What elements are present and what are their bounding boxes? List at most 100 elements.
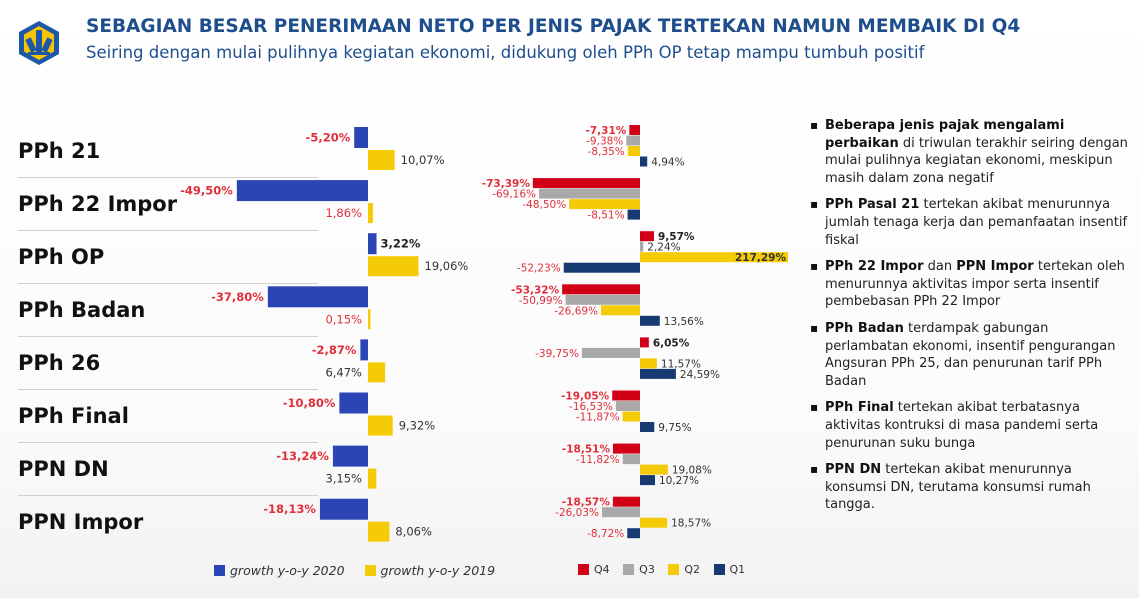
bar-2019: [368, 468, 377, 489]
legend-swatch: [364, 565, 376, 576]
data-label: 10,07%: [401, 153, 445, 167]
note-text: tertekan akibat menurunnya konsumsi DN, …: [825, 462, 1091, 513]
data-label: -16,53%: [569, 401, 613, 413]
note-text: tertekan oleh menurunnya aktivitas impor…: [825, 259, 1125, 310]
category-label: PPh Badan: [18, 284, 318, 337]
bar-q1: [640, 315, 660, 326]
legend-swatch: [214, 565, 225, 576]
category-label: PPh OP: [18, 231, 318, 284]
data-label: -53,32%: [511, 284, 560, 296]
bar-q1: [640, 156, 648, 167]
data-label: -73,39%: [482, 178, 531, 190]
legend-item-q2: Q2: [668, 563, 700, 576]
legend-label: Q4: [594, 563, 610, 576]
legend-label: Q3: [639, 563, 655, 576]
bar-2019: [368, 521, 390, 542]
annual-growth-chart: -5,20% 10,07% -49,50% 1,86% 3,22% 19,06% -37,8…: [180, 127, 469, 542]
bar-2020: [360, 339, 368, 361]
note-text: tertekan akibat terbatasnya aktivitas ko…: [825, 400, 1099, 451]
note-text: dan: [923, 259, 957, 275]
bar-q1: [640, 475, 655, 486]
bar-q3: [626, 135, 640, 146]
bar-2020: [332, 445, 368, 467]
data-label: -10,80%: [283, 396, 336, 410]
bar-q4: [562, 284, 640, 295]
data-label: 3,15%: [325, 472, 362, 486]
bar-q3: [581, 347, 640, 358]
data-label: -50,99%: [519, 295, 563, 307]
note-highlight: PPN DN: [825, 462, 882, 478]
data-label: -2,87%: [312, 343, 357, 357]
bar-q2: [622, 411, 640, 422]
data-label: -7,31%: [586, 125, 627, 137]
note-item: PPh 22 Impor dan PPN Impor tertekan oleh…: [810, 258, 1132, 311]
data-label: -49,50%: [180, 184, 233, 198]
data-label: 3,22%: [381, 237, 421, 251]
bar-q3: [640, 241, 644, 252]
note-item: PPh Badan terdampak gabungan perlambatan…: [810, 320, 1132, 390]
bar-q1: [563, 262, 640, 273]
data-label: 11,57%: [661, 358, 701, 370]
note-item: PPh Final tertekan akibat terbatasnya ak…: [810, 399, 1132, 452]
legend-swatch: [668, 564, 680, 575]
bar-q4: [629, 125, 640, 135]
data-label: -18,51%: [562, 444, 611, 456]
data-label: 9,75%: [658, 422, 691, 434]
bar-q3: [539, 188, 640, 199]
data-label: -18,57%: [562, 497, 611, 509]
data-label: 2,24%: [647, 242, 680, 254]
data-label: -26,03%: [555, 507, 599, 519]
notes-list: Beberapa jenis pajak mengalami perbaikan…: [810, 117, 1132, 523]
category-label: PPh 26: [18, 337, 318, 390]
data-label: -11,82%: [576, 454, 620, 466]
data-label: 1,86%: [325, 206, 362, 220]
bar-q4: [612, 496, 640, 507]
data-label: -69,16%: [492, 189, 536, 201]
bar-2020: [354, 127, 368, 148]
note-highlight: PPh Pasal 21: [825, 197, 920, 213]
bar-q2: [640, 252, 788, 263]
legend-label: Q2: [684, 563, 701, 576]
note-highlight: PPh Final: [825, 400, 894, 416]
quarterly-growth-chart: -7,31%-9,38%-8,35% 4,94% -73,39%-69,16%-48…: [482, 125, 788, 540]
note-highlight: Beberapa jenis pajak mengalami perbaikan: [825, 118, 1065, 151]
data-label: 9,57%: [658, 231, 695, 243]
data-label: 24,59%: [680, 369, 720, 381]
data-label: 0,15%: [325, 312, 362, 326]
data-label: 19,06%: [425, 259, 469, 273]
quarterly-chart-legend: Q4 Q3 Q2 Q1: [578, 563, 755, 578]
bar-2020: [236, 180, 368, 202]
bar-q2: [640, 464, 668, 475]
bar-q2: [569, 199, 640, 210]
bar-q1: [640, 422, 655, 432]
data-label: 4,94%: [651, 157, 684, 169]
bar-q4: [640, 337, 649, 348]
bar-q1: [627, 209, 640, 220]
legend-swatch: [623, 564, 635, 575]
legend-swatch: [713, 564, 725, 575]
note-highlight: PPh Badan: [825, 320, 904, 336]
legend-item-2020: growth y-o-y 2020: [214, 563, 345, 578]
bar-q2: [640, 358, 657, 369]
legend-item-q3: Q3: [623, 563, 655, 576]
category-label: PPh 22 Impor: [18, 178, 318, 231]
data-label: 9,32%: [399, 419, 436, 433]
legend-label: growth y-o-y 2019: [380, 563, 496, 578]
note-item: PPN DN tertekan akibat menurunnya konsum…: [810, 461, 1132, 514]
bar-2019: [368, 309, 371, 330]
annual-chart-legend: growth y-o-y 2020 growth y-o-y 2019: [214, 563, 511, 579]
legend-label: growth y-o-y 2020: [230, 563, 345, 578]
legend-label: Q1: [729, 563, 746, 576]
data-label: -8,51%: [587, 210, 624, 222]
data-label: 13,56%: [664, 316, 704, 328]
data-label: 8,06%: [395, 525, 432, 539]
data-label: 217,29%: [735, 252, 787, 264]
bar-q3: [601, 507, 640, 518]
bar-2019: [368, 203, 373, 224]
bar-2019: [368, 362, 386, 383]
data-label: -48,50%: [522, 199, 566, 211]
note-text: tertekan akibat menurunnya jumlah tenaga…: [825, 197, 1128, 248]
bar-2020: [319, 498, 368, 520]
data-label: -37,80%: [211, 290, 264, 304]
data-label: -8,72%: [587, 528, 624, 540]
